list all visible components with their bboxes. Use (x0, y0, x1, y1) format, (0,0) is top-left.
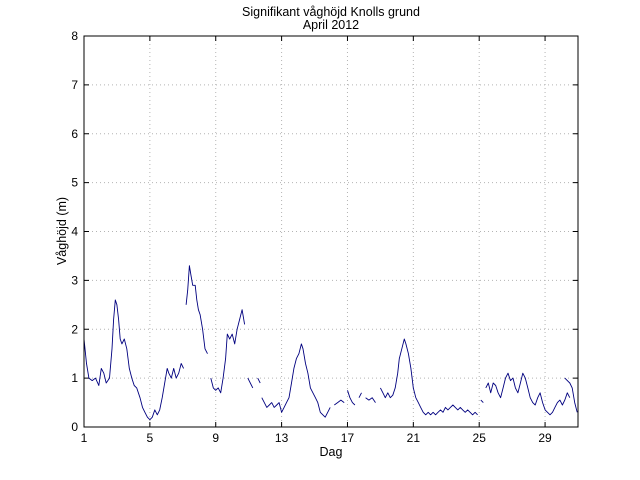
y-tick-label: 5 (71, 176, 78, 190)
x-tick-label: 13 (275, 431, 289, 445)
y-tick-labels: 0 1 2 3 4 5 6 7 8 (71, 29, 78, 434)
y-tick-label: 3 (71, 273, 78, 287)
y-axis-title: Våghöjd (m) (55, 197, 69, 265)
x-tick-labels: 1 5 9 13 17 21 25 29 (81, 431, 552, 445)
x-tick-label: 29 (538, 431, 552, 445)
y-tick-label: 0 (71, 420, 78, 434)
series-line-segment (210, 309, 246, 394)
series-line-segment (247, 377, 254, 389)
plot-area (84, 36, 578, 427)
x-tick-label: 17 (341, 431, 355, 445)
y-tick-label: 2 (71, 322, 78, 336)
chart-title: Signifikant våghöjd Knolls grund (242, 5, 420, 19)
series-line-segment (480, 399, 484, 403)
series-line-segment (379, 338, 478, 416)
plot-frame (83, 35, 579, 428)
y-tick-label: 1 (71, 371, 78, 385)
y-tick-label: 4 (71, 225, 78, 239)
series-line-segment (261, 343, 331, 418)
x-tick-label: 25 (473, 431, 487, 445)
series-line-segment (347, 390, 356, 406)
series-line-segment (185, 265, 208, 354)
series-line-segment (365, 397, 376, 403)
chart-subtitle: April 2012 (303, 18, 359, 32)
wave-height-series (83, 265, 578, 421)
series-line-segment (83, 299, 185, 421)
x-tick-label: 1 (81, 431, 88, 445)
x-tick-label: 9 (212, 431, 219, 445)
series-line-segment (257, 377, 261, 384)
y-tick-label: 6 (71, 127, 78, 141)
series-line-segment (358, 392, 362, 398)
tick-layer (83, 35, 578, 428)
series-line-segment (564, 377, 578, 413)
y-tick-label: 7 (71, 78, 78, 92)
y-tick-label: 8 (71, 29, 78, 43)
x-axis-title: Dag (320, 445, 343, 459)
series-line-segment (485, 372, 571, 416)
series-line-segment (334, 399, 345, 406)
x-tick-label: 21 (407, 431, 421, 445)
x-tick-label: 5 (147, 431, 154, 445)
